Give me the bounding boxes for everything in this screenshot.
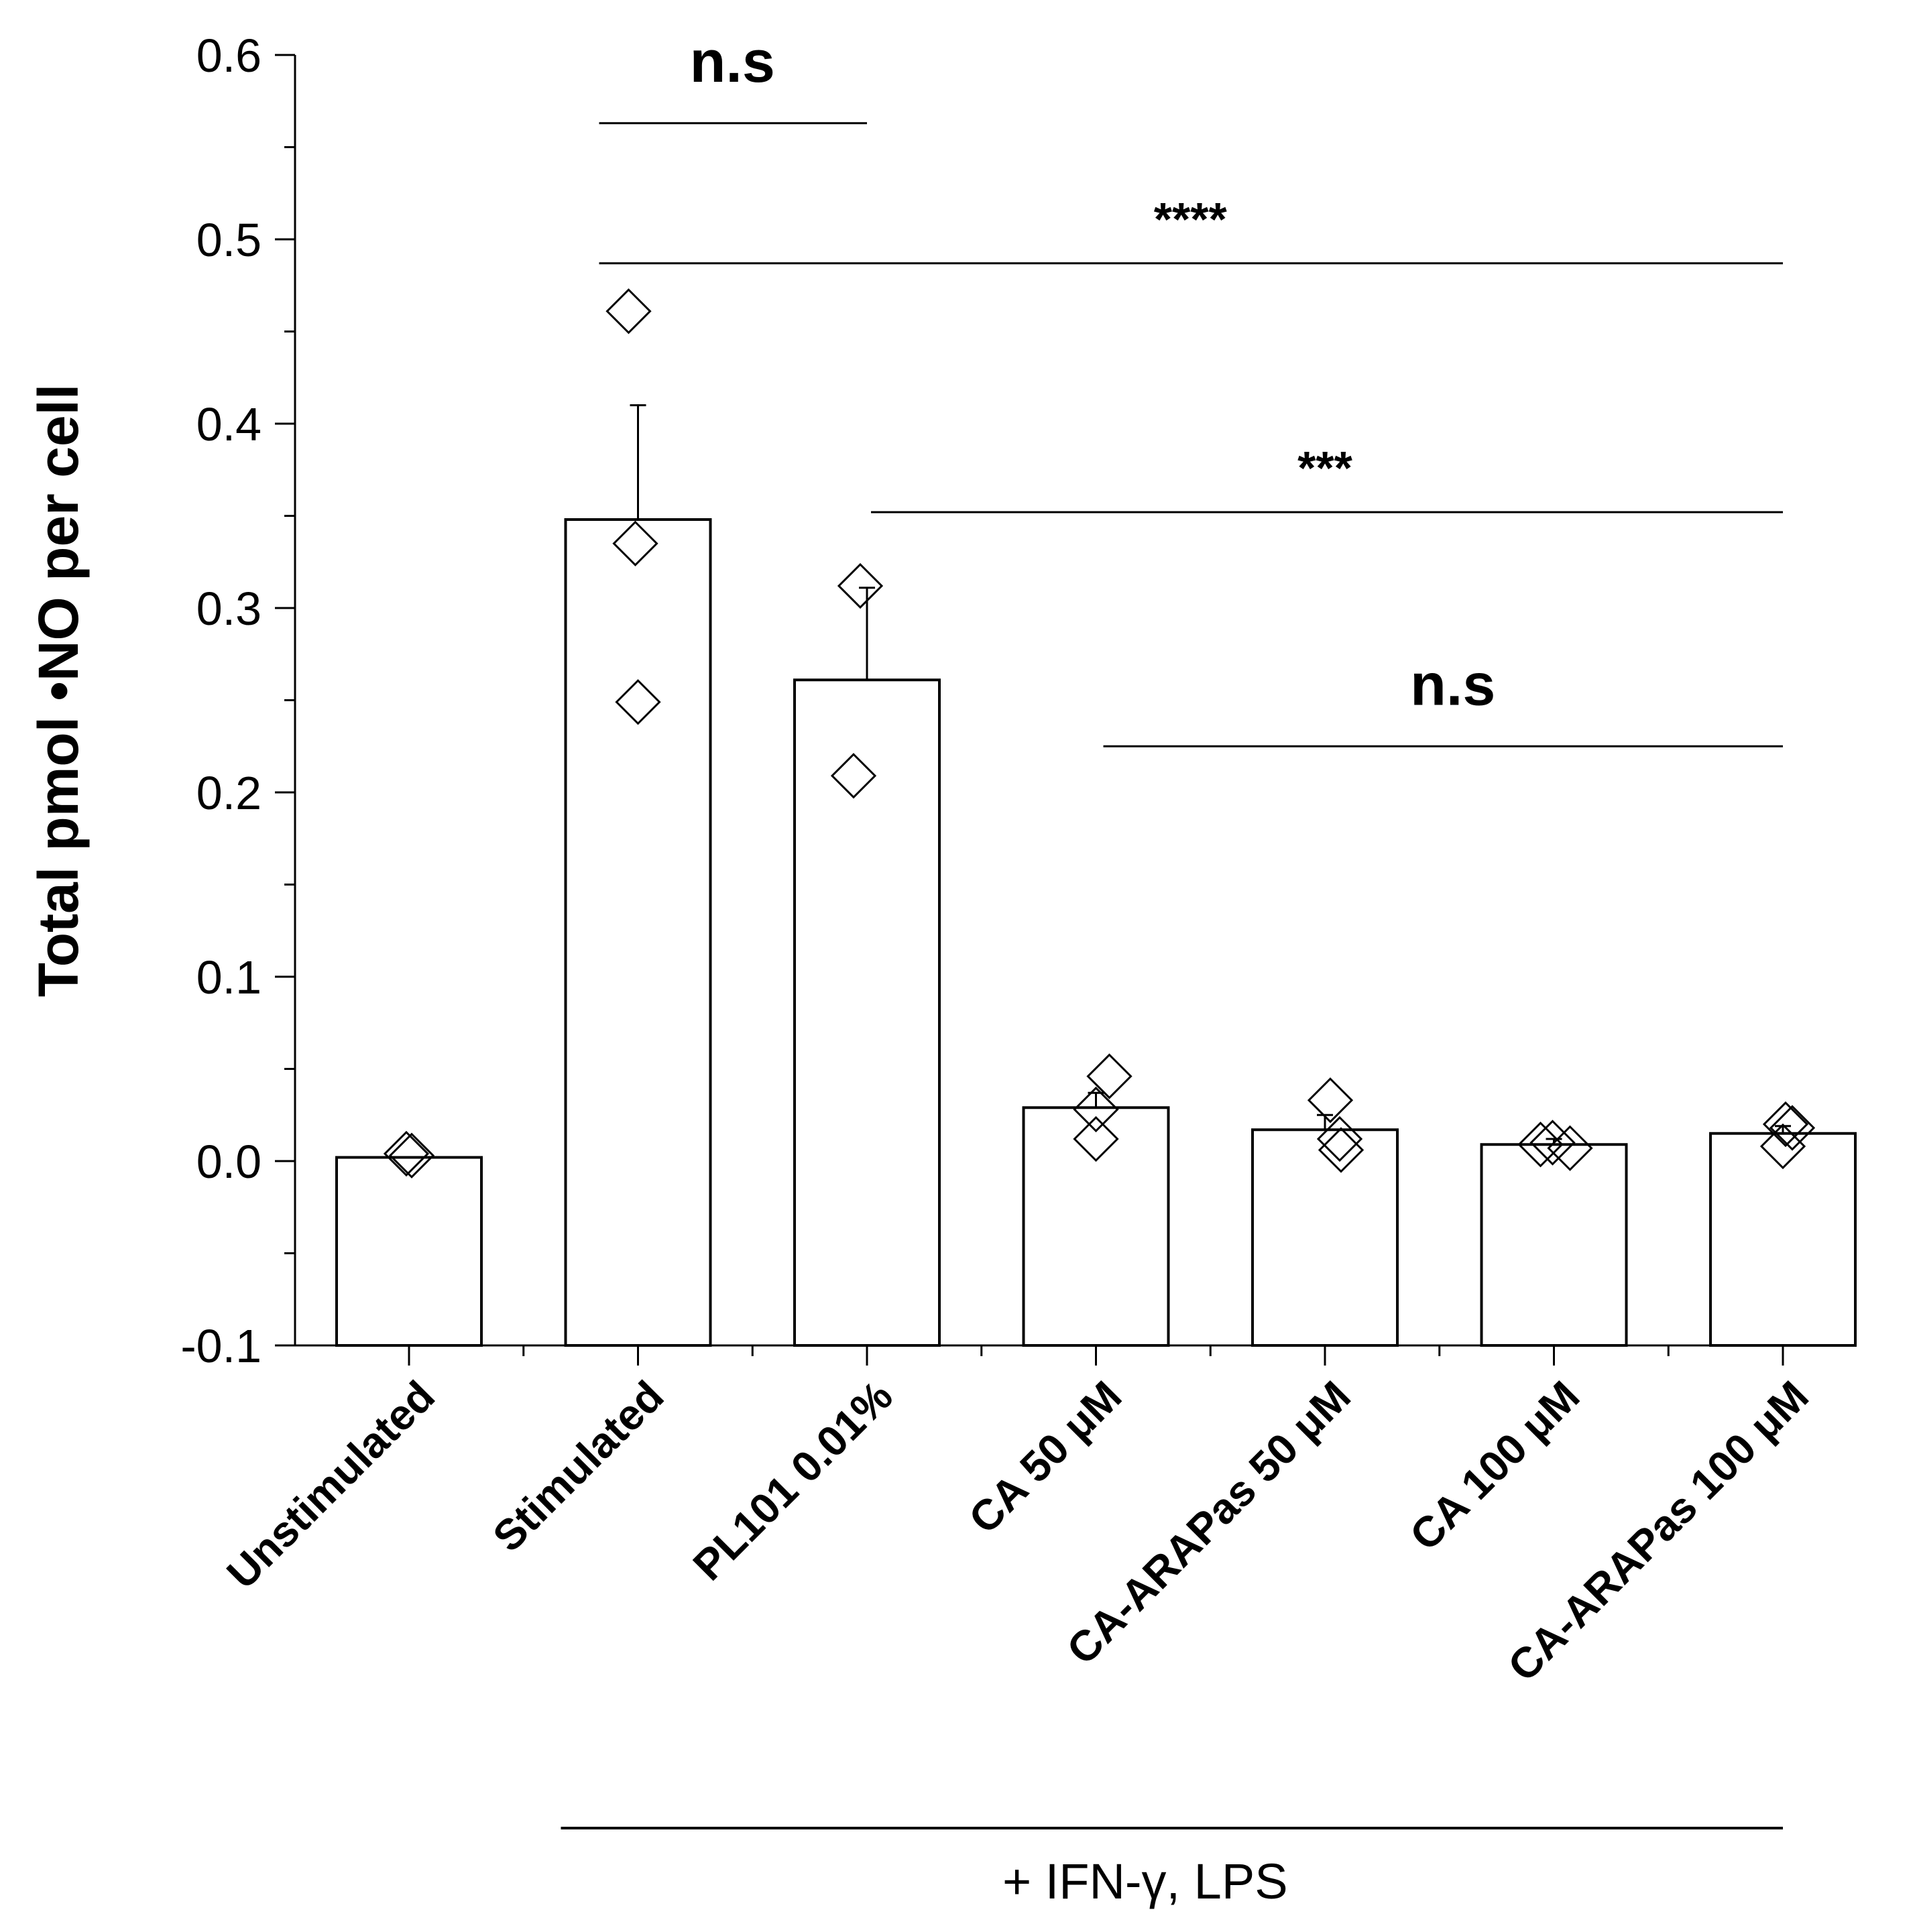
bar-ca-50-m bbox=[1022, 1106, 1170, 1347]
data-point bbox=[1086, 1053, 1133, 1099]
significance-label: **** bbox=[1154, 193, 1228, 245]
x-tick-label: Unstimulated bbox=[217, 1372, 444, 1598]
data-point bbox=[605, 288, 652, 335]
data-point bbox=[1769, 1105, 1816, 1151]
significance-label: n.s bbox=[690, 28, 775, 95]
data-point bbox=[612, 520, 658, 566]
data-point bbox=[1316, 1115, 1363, 1162]
y-tick-label: 0.6 bbox=[196, 29, 262, 82]
data-point bbox=[1073, 1086, 1119, 1133]
x-tick-label: Stimulated bbox=[483, 1372, 673, 1561]
data-point bbox=[615, 679, 661, 725]
data-point bbox=[830, 753, 877, 799]
x-tick-label: CA 100 μM bbox=[1401, 1372, 1589, 1560]
data-point bbox=[1547, 1125, 1593, 1171]
bar-ca-arapas-50-m bbox=[1251, 1128, 1399, 1347]
bar-pl101-0-01- bbox=[793, 678, 941, 1347]
bars bbox=[335, 404, 1857, 1347]
bar-stimulated bbox=[564, 518, 712, 1347]
data-point bbox=[1762, 1101, 1809, 1148]
y-tick-label: 0.4 bbox=[196, 398, 262, 450]
x-tick-label: CA 50 μM bbox=[960, 1372, 1130, 1543]
y-tick-label: 0.2 bbox=[196, 767, 262, 819]
y-tick-label: -0.1 bbox=[180, 1320, 262, 1372]
axes: 0.6 0.5 0.4 0.3 0.2 0.1 0.0 -0.1 bbox=[180, 29, 1856, 1372]
data-point bbox=[1318, 1127, 1365, 1173]
data-point bbox=[1759, 1123, 1806, 1170]
bar-ca-100-m bbox=[1480, 1143, 1628, 1347]
significance-label: n.s bbox=[1410, 651, 1495, 717]
y-axis-title: Total pmol •NO per cell bbox=[27, 384, 90, 998]
bar-unstimulated bbox=[335, 1156, 483, 1347]
y-tick-label: 0.1 bbox=[196, 951, 262, 1004]
data-points bbox=[383, 288, 1816, 1179]
significance-annotations: n.s*******n.s+ IFN-γ, LPS bbox=[561, 28, 1783, 1909]
data-point bbox=[388, 1132, 435, 1179]
data-point bbox=[1307, 1077, 1354, 1124]
data-point bbox=[1517, 1122, 1564, 1168]
data-point bbox=[1073, 1115, 1119, 1162]
data-point bbox=[383, 1130, 430, 1177]
x-tick-label: PL101 0.01% bbox=[684, 1372, 902, 1589]
data-point bbox=[837, 562, 884, 609]
treatment-bracket-label: + IFN-γ, LPS bbox=[1002, 1854, 1288, 1909]
y-tick-label: 0.5 bbox=[196, 214, 262, 266]
y-tick-label: 0.0 bbox=[196, 1136, 262, 1188]
y-tick-label: 0.3 bbox=[196, 583, 262, 635]
significance-label: *** bbox=[1297, 442, 1352, 494]
data-point bbox=[1529, 1120, 1576, 1166]
